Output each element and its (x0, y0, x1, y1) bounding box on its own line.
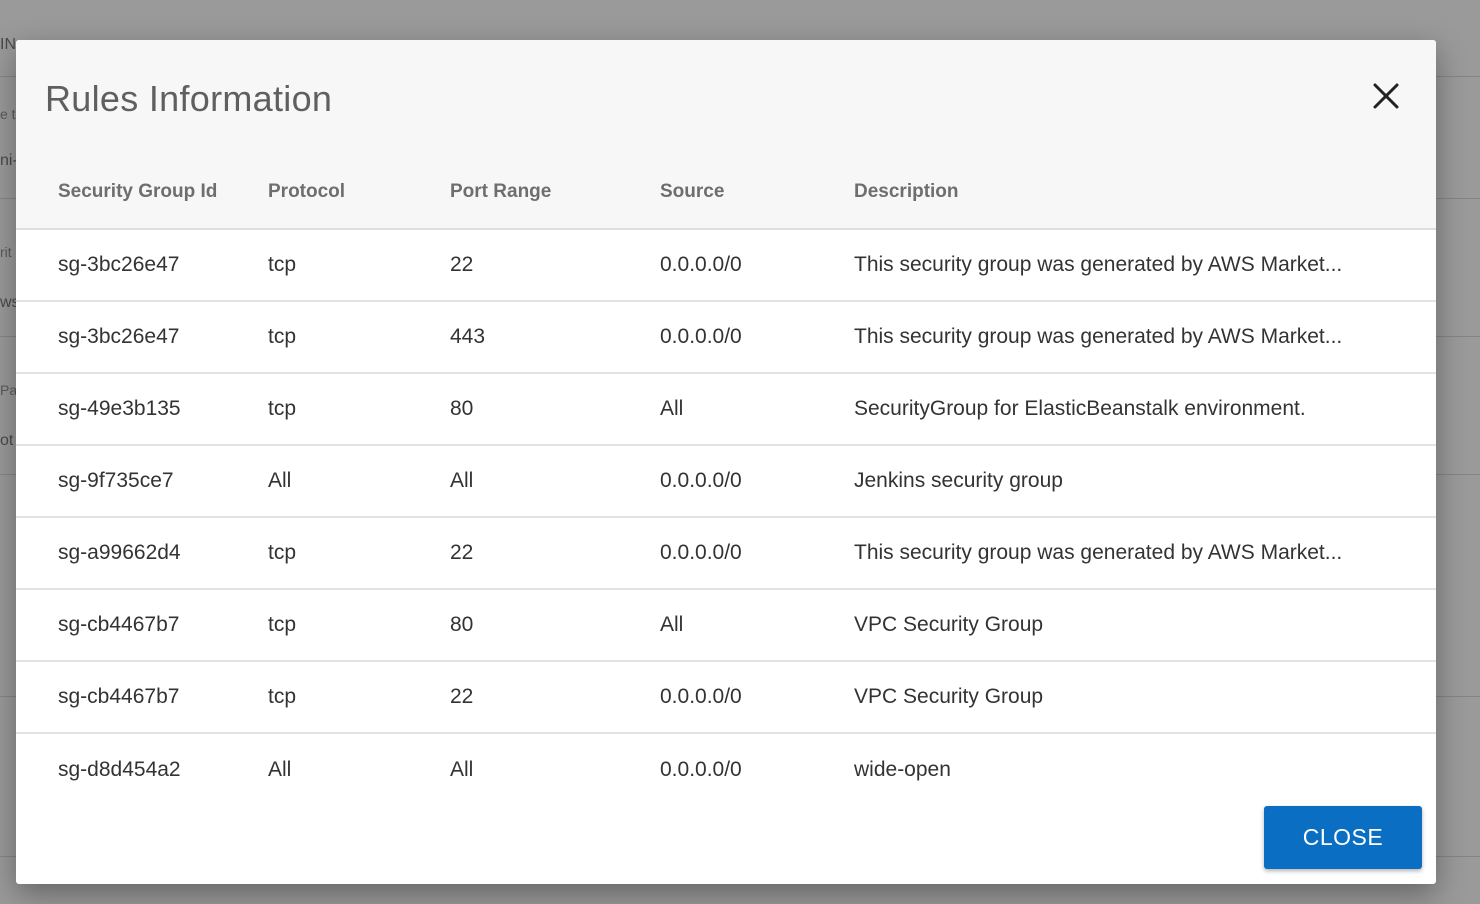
cell-protocol: All (268, 757, 292, 781)
cell-source: 0.0.0.0/0 (660, 445, 854, 518)
cell-protocol: All (268, 445, 450, 518)
background-text: ws (0, 294, 20, 311)
cell-security-group-id: sg-49e3b135 (16, 373, 268, 446)
cell-port-range: 22 (450, 517, 660, 590)
cell-source: 0.0.0.0/0 (660, 757, 742, 781)
cell-description: This security group was generated by AWS… (854, 517, 1436, 590)
cell-port-range: 80 (450, 589, 660, 662)
background-text: Pai (0, 382, 21, 398)
table-header-row: Security Group Id Protocol Port Range So… (16, 155, 1436, 230)
cell-port-range: 22 (450, 229, 660, 302)
background-text: e t (0, 106, 16, 122)
table-row: sg-49e3b135 tcp 80 All SecurityGroup for… (16, 373, 1436, 446)
background-text: ni- (0, 152, 18, 169)
background-text: IN (0, 36, 16, 53)
cell-security-group-id: sg-cb4467b7 (16, 589, 268, 662)
cell-description: Jenkins security group (854, 445, 1436, 518)
cell-security-group-id: sg-d8d454a2 (58, 757, 181, 781)
cell-description: This security group was generated by AWS… (854, 229, 1436, 302)
cell-port-range: All (450, 757, 474, 781)
dialog-title: Rules Information (45, 78, 333, 119)
cell-port-range: 80 (450, 373, 660, 446)
column-header-port-range[interactable]: Port Range (450, 155, 660, 230)
column-header-source[interactable]: Source (660, 155, 854, 230)
cell-security-group-id: sg-cb4467b7 (16, 661, 268, 734)
cell-source: 0.0.0.0/0 (660, 517, 854, 590)
close-icon-glyph (1373, 83, 1399, 109)
cell-description: SecurityGroup for ElasticBeanstalk envir… (854, 373, 1436, 446)
cell-description: wide-open (854, 757, 951, 781)
cell-source: All (660, 373, 854, 446)
cell-protocol: tcp (268, 661, 450, 734)
table-row: sg-3bc26e47 tcp 22 0.0.0.0/0 This securi… (16, 229, 1436, 302)
cell-source: All (660, 589, 854, 662)
cell-port-range: 22 (450, 661, 660, 734)
cell-security-group-id: sg-3bc26e47 (16, 229, 268, 302)
rules-table: Security Group Id Protocol Port Range So… (16, 155, 1436, 805)
close-icon[interactable] (1366, 76, 1406, 116)
cell-protocol: tcp (268, 301, 450, 374)
cell-security-group-id: sg-9f735ce7 (16, 445, 268, 518)
table-row: sg-3bc26e47 tcp 443 0.0.0.0/0 This secur… (16, 301, 1436, 374)
table-row: sg-9f735ce7 All All 0.0.0.0/0 Jenkins se… (16, 445, 1436, 518)
cell-description: VPC Security Group (854, 589, 1436, 662)
cell-source: 0.0.0.0/0 (660, 301, 854, 374)
cell-source: 0.0.0.0/0 (660, 661, 854, 734)
cell-security-group-id: sg-a99662d4 (16, 517, 268, 590)
cell-protocol: tcp (268, 229, 450, 302)
cell-source: 0.0.0.0/0 (660, 229, 854, 302)
column-header-protocol[interactable]: Protocol (268, 155, 450, 230)
column-header-security-group-id[interactable]: Security Group Id (16, 155, 268, 230)
close-button[interactable]: CLOSE (1264, 806, 1422, 869)
cell-protocol: tcp (268, 589, 450, 662)
cell-port-range: All (450, 445, 660, 518)
background-text: rit (0, 244, 12, 260)
table-row: sg-cb4467b7 tcp 22 0.0.0.0/0 VPC Securit… (16, 661, 1436, 734)
table-row: sg-a99662d4 tcp 22 0.0.0.0/0 This securi… (16, 517, 1436, 590)
cell-security-group-id: sg-3bc26e47 (16, 301, 268, 374)
cell-port-range: 443 (450, 301, 660, 374)
cell-description: This security group was generated by AWS… (854, 301, 1436, 374)
rules-information-dialog: Rules Information Security Group Id Prot… (16, 40, 1436, 884)
background-text: ot (0, 432, 14, 449)
table-row: sg-cb4467b7 tcp 80 All VPC Security Grou… (16, 589, 1436, 662)
column-header-description[interactable]: Description (854, 155, 1436, 230)
cell-protocol: tcp (268, 517, 450, 590)
cell-description: VPC Security Group (854, 661, 1436, 734)
table-row: sg-d8d454a2 All All 0.0.0.0/0 wide-open (16, 733, 1436, 805)
cell-protocol: tcp (268, 373, 450, 446)
